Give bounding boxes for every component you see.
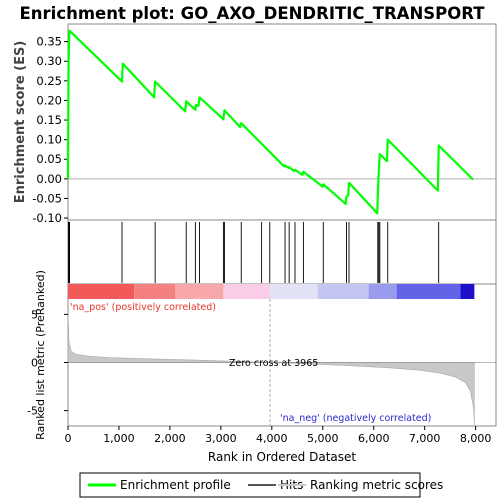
x-tick-label: 6,000	[358, 432, 390, 445]
heat-bar-segment	[317, 284, 369, 299]
metric-group	[67, 299, 496, 426]
es-y-tick-label: -0.05	[32, 191, 62, 205]
x-tick-label: 4,000	[256, 432, 288, 445]
heat-bar-segment	[270, 284, 318, 299]
heat-bar-group	[68, 284, 475, 299]
es-y-axis: -0.10 -0.05 0.00 0.05 0.10 0.15 0.20 0.25 0.30 0.…	[32, 35, 68, 225]
metric-y-tick-label: -5	[27, 405, 38, 418]
es-profile-group	[66, 29, 474, 215]
x-tick-label: 2,000	[154, 432, 186, 445]
es-y-tick-label: 0.30	[36, 54, 62, 68]
enrichment-profile-line	[66, 29, 474, 215]
heat-bar-segment	[396, 284, 461, 299]
heat-bar-segment	[134, 284, 175, 299]
hits-panel-frame	[67, 219, 497, 285]
heat-bar-segment	[68, 284, 135, 299]
es-y-axis-title: Enrichment score (ES)	[13, 41, 28, 204]
hits-group	[68, 222, 440, 283]
legend-label: Ranking metric scores	[310, 478, 443, 492]
x-tick-label: 1,000	[103, 432, 135, 445]
es-panel-frame	[67, 23, 497, 221]
neg-correlated-label: 'na_neg' (negatively correlated)	[280, 413, 431, 424]
x-tick-label: 3,000	[205, 432, 237, 445]
heat-bar-segment	[223, 284, 271, 299]
legend-label: Enrichment profile	[120, 478, 231, 492]
metric-y-tick-label: 0	[31, 357, 38, 370]
chart-title: Enrichment plot: GO_AXO_DENDRITIC_TRANSP…	[20, 4, 486, 23]
es-y-tick-label: 0.25	[36, 74, 62, 88]
es-y-tick-label: -0.10	[32, 211, 62, 225]
es-y-tick-label: 0.00	[36, 172, 62, 186]
x-tick-label: 0	[65, 432, 72, 445]
heat-bar-segment	[460, 284, 475, 299]
x-tick-label: 5,000	[307, 432, 339, 445]
x-axis-title: Rank in Ordered Dataset	[208, 450, 356, 464]
zero-cross-label: Zero cross at 3965	[229, 358, 318, 369]
metric-y-axis-title: Ranked list metric (PreRanked)	[34, 270, 47, 440]
x-tick-label: 7,000	[409, 432, 441, 445]
metric-y-tick-label: 5	[31, 308, 38, 321]
ranking-metric-area	[67, 311, 475, 426]
heat-bar-segment	[175, 284, 224, 299]
rank-x-axis: 0 1,000 2,000 3,000 4,000 5,000 6,000 7,000 8,00…	[65, 426, 492, 445]
pos-correlated-label: 'na_pos' (positively correlated)	[70, 302, 216, 313]
legend: Enrichment profile Hits Ranking metric sco…	[88, 478, 443, 492]
heat-bar-segment	[368, 284, 397, 299]
es-y-tick-label: 0.35	[36, 35, 62, 49]
metric-y-axis: -5 0 5	[27, 308, 68, 418]
es-y-tick-label: 0.10	[36, 133, 62, 147]
es-y-tick-label: 0.20	[36, 93, 62, 107]
x-tick-label: 8,000	[460, 432, 492, 445]
es-y-tick-label: 0.05	[36, 152, 62, 166]
es-y-tick-label: 0.15	[36, 113, 62, 127]
